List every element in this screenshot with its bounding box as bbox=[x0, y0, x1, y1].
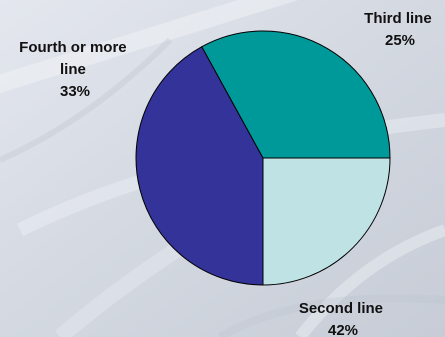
slice-second-line bbox=[135, 46, 264, 286]
slice-fourth-or-more-line bbox=[201, 30, 391, 159]
label-third-line: Third line 25% bbox=[364, 10, 436, 49]
label-fourth-or-more-line: Fourth or more line 33% bbox=[19, 39, 131, 100]
label-second-line: Second line 42% bbox=[299, 300, 387, 337]
slice-third-line bbox=[262, 157, 391, 286]
